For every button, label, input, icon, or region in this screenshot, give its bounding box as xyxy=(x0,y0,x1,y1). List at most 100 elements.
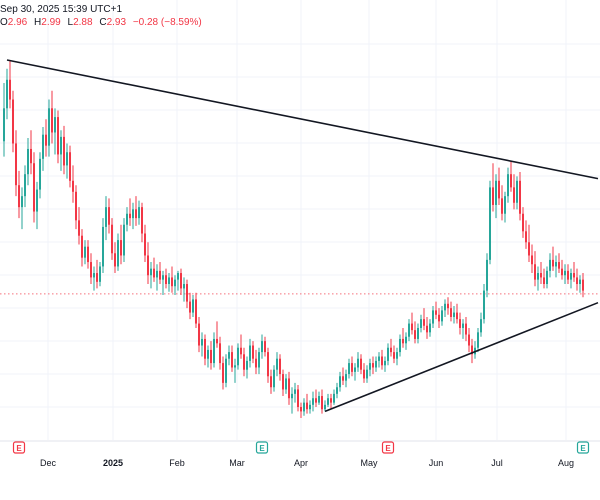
candle xyxy=(405,332,407,350)
candle-body xyxy=(57,117,59,155)
x-tick-label: Jul xyxy=(491,458,503,468)
candle xyxy=(75,185,77,230)
candle-body xyxy=(171,277,173,287)
candle-body xyxy=(459,319,461,328)
candle-body xyxy=(393,352,395,359)
candle-body xyxy=(429,323,431,333)
candle-body xyxy=(552,259,554,267)
candle xyxy=(48,99,50,157)
candle xyxy=(312,391,314,412)
candle-body xyxy=(48,108,50,146)
candle-body xyxy=(561,268,563,276)
candle xyxy=(249,338,251,368)
candle xyxy=(6,68,8,120)
x-tick-label: Feb xyxy=(169,458,185,468)
candle-body xyxy=(87,246,89,263)
candle-body xyxy=(300,407,302,412)
candle xyxy=(192,295,194,317)
candle-body xyxy=(519,180,521,214)
candle xyxy=(423,308,425,331)
candle xyxy=(333,389,335,405)
candle xyxy=(528,224,530,263)
candle xyxy=(447,297,449,315)
candle xyxy=(513,174,515,210)
candle xyxy=(309,400,311,414)
candle-body xyxy=(303,402,305,412)
candle-body xyxy=(495,180,497,205)
ohlc-open-value: 2.96 xyxy=(7,17,28,28)
candle-body xyxy=(465,323,467,335)
candle-body xyxy=(219,343,221,364)
candle xyxy=(66,143,68,179)
candle-body xyxy=(111,224,113,254)
candle-body xyxy=(354,367,356,372)
candle-body xyxy=(309,404,311,410)
candle-body xyxy=(276,358,278,370)
candle xyxy=(573,262,575,282)
candle xyxy=(321,389,323,414)
candle xyxy=(279,354,281,381)
candle-body xyxy=(264,341,266,353)
candle-body xyxy=(360,358,362,370)
candle xyxy=(471,338,473,364)
candle-body xyxy=(168,277,170,285)
event-marker[interactable]: E xyxy=(381,441,395,454)
candle-body xyxy=(123,224,125,256)
candle-body xyxy=(342,376,344,381)
candle xyxy=(42,126,44,171)
candle xyxy=(123,218,125,263)
candle-body xyxy=(330,398,332,403)
candle-body xyxy=(18,185,20,208)
event-marker[interactable]: E xyxy=(12,441,26,454)
candle-body xyxy=(555,262,557,267)
candle-body xyxy=(432,310,434,324)
candle-body xyxy=(483,290,485,320)
candle xyxy=(294,382,296,403)
x-tick-label: Mar xyxy=(229,458,245,468)
candle-body xyxy=(279,358,281,375)
event-marker[interactable]: E xyxy=(576,441,590,454)
candle-body xyxy=(579,279,581,285)
candle xyxy=(225,354,227,388)
event-marker[interactable]: E xyxy=(255,441,269,454)
candle xyxy=(315,389,317,408)
candle xyxy=(102,218,104,274)
candle xyxy=(465,316,467,342)
candle xyxy=(246,356,248,379)
candle xyxy=(204,334,206,366)
ohlc-high-label: H xyxy=(34,17,42,28)
candle-body xyxy=(486,259,488,291)
candle-body xyxy=(189,301,191,313)
candle xyxy=(510,161,512,192)
candle-body xyxy=(144,233,146,256)
candle-body xyxy=(93,273,95,278)
candle-body xyxy=(201,338,203,346)
candle xyxy=(141,202,143,243)
candle xyxy=(12,90,14,153)
candle xyxy=(30,130,32,175)
candle-body xyxy=(312,398,314,405)
candle xyxy=(261,334,263,359)
candle-body xyxy=(195,299,197,324)
candle xyxy=(486,253,488,298)
candle-body xyxy=(141,207,143,234)
candle xyxy=(318,391,320,405)
candle-body xyxy=(321,396,323,410)
candle-body xyxy=(117,240,119,267)
candle xyxy=(138,200,140,225)
event-marker-letter: E xyxy=(16,444,22,453)
candle xyxy=(69,145,71,188)
candle xyxy=(195,292,197,328)
candle-body xyxy=(372,363,374,368)
candle-body xyxy=(72,180,74,192)
candle xyxy=(174,275,176,296)
candle-body xyxy=(192,299,194,313)
candle xyxy=(258,347,260,375)
candle-body xyxy=(81,235,83,258)
candle xyxy=(477,327,479,353)
candle-body xyxy=(405,336,407,344)
candle-body xyxy=(531,255,533,265)
candle-body xyxy=(525,231,527,243)
candle-body xyxy=(291,393,293,399)
candle xyxy=(306,393,308,414)
